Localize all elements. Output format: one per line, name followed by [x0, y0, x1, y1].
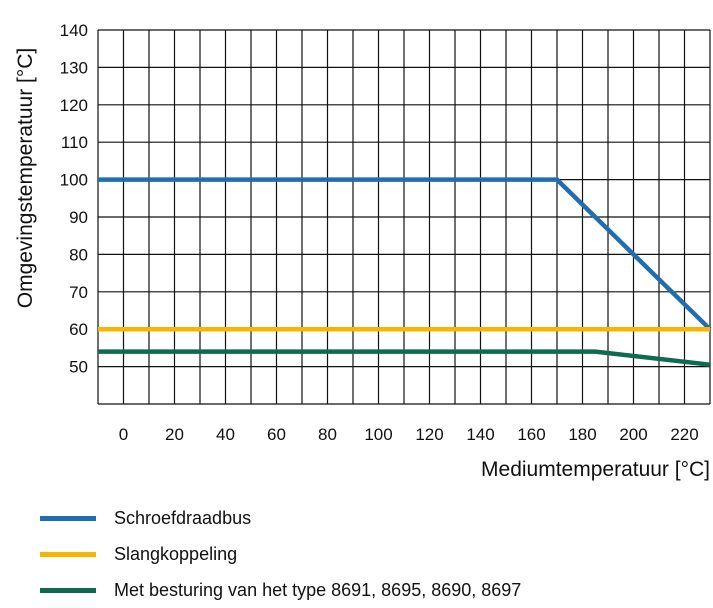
x-tick-label: 220: [670, 425, 698, 444]
y-tick-label: 80: [69, 245, 88, 264]
x-tick-labels: 0 20 40 60 80 100 120 140 160 180 200 220: [119, 425, 699, 444]
y-axis-title: Omgevingstemperatuur [°C]: [14, 48, 37, 309]
x-tick-label: 40: [216, 425, 235, 444]
legend-label: Slangkoppeling: [114, 543, 238, 564]
x-tick-label: 120: [415, 425, 443, 444]
y-tick-label: 50: [69, 358, 88, 377]
legend: Schroefdraadbus Slangkoppeling Met bestu…: [40, 500, 521, 608]
series-line-3: [98, 349, 711, 367]
legend-swatch-slangkoppeling: [40, 551, 96, 557]
series-lines: [98, 177, 712, 367]
y-tick-label: 110: [61, 133, 88, 152]
legend-item: Met besturing van het type 8691, 8695, 8…: [40, 572, 521, 608]
legend-item: Slangkoppeling: [40, 536, 521, 572]
grid: [97, 29, 711, 405]
y-tick-label: 130: [60, 58, 88, 77]
legend-swatch-schroefdraadbus: [40, 515, 96, 521]
x-tick-label: 20: [165, 425, 184, 444]
y-tick-label: 90: [69, 208, 88, 227]
y-tick-label: 100: [60, 171, 88, 190]
y-tick-label: 120: [60, 96, 88, 115]
x-tick-label: 60: [267, 425, 286, 444]
x-tick-label: 160: [517, 425, 545, 444]
x-tick-label: 100: [364, 425, 392, 444]
y-tick-label: 140: [60, 21, 88, 40]
y-tick-labels: 50 60 70 80 90 100 110 120 130 140: [60, 21, 88, 377]
x-tick-label: 180: [568, 425, 596, 444]
y-tick-label: 60: [69, 320, 88, 339]
legend-label: Met besturing van het type 8691, 8695, 8…: [114, 579, 522, 600]
legend-swatch-met-besturing: [40, 587, 96, 593]
x-axis-title: Mediumtemperatuur [°C]: [481, 458, 710, 481]
x-tick-label: 140: [466, 425, 494, 444]
legend-item: Schroefdraadbus: [40, 500, 521, 536]
y-tick-label: 70: [69, 283, 88, 302]
series-line-1: [98, 177, 712, 331]
x-tick-label: 200: [619, 425, 647, 444]
x-tick-label: 0: [119, 425, 128, 444]
x-tick-label: 80: [318, 425, 337, 444]
legend-label: Schroefdraadbus: [114, 507, 252, 528]
